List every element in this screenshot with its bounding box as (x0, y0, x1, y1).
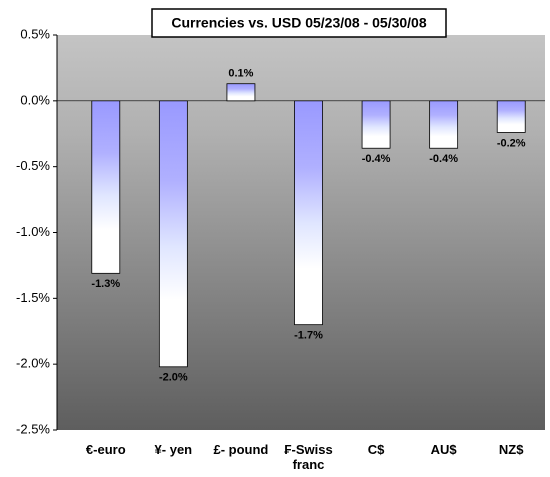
y-tick-label: -1.0% (16, 224, 50, 239)
title-box (151, 8, 447, 38)
value-label: -1.3% (91, 278, 120, 290)
bar (294, 100, 323, 326)
x-tick-label: NZ$ (498, 442, 524, 457)
y-tick-label: 0.0% (20, 92, 50, 107)
value-label: -0.4% (429, 153, 458, 165)
x-tick-label: C$ (367, 442, 385, 457)
bar (496, 100, 526, 133)
value-label: 0.1% (228, 68, 253, 80)
bar (158, 100, 188, 368)
value-label: -1.7% (294, 330, 323, 342)
x-tick-label: ¥- yen (154, 442, 193, 457)
value-label: -0.4% (362, 153, 391, 165)
bar (429, 100, 459, 149)
y-tick-label: -0.5% (16, 158, 50, 173)
y-tick-label: -2.5% (16, 421, 50, 436)
y-tick-label: -1.5% (16, 290, 50, 305)
bar (91, 100, 121, 274)
bar (226, 83, 256, 102)
chart-title: Currencies vs. USD 05/23/08 - 05/30/08 (171, 15, 426, 31)
x-tick-label: ₣-Swiss franc (284, 442, 333, 472)
value-label: -2.0% (159, 372, 188, 384)
y-tick-label: 0.5% (20, 26, 50, 41)
x-tick-label: AU$ (430, 442, 457, 457)
x-tick-label: £- pound (213, 442, 269, 457)
bar (361, 100, 391, 149)
value-label: -0.2% (497, 137, 526, 149)
y-tick-label: -2.0% (16, 356, 50, 371)
x-tick-label: €-euro (85, 442, 126, 457)
